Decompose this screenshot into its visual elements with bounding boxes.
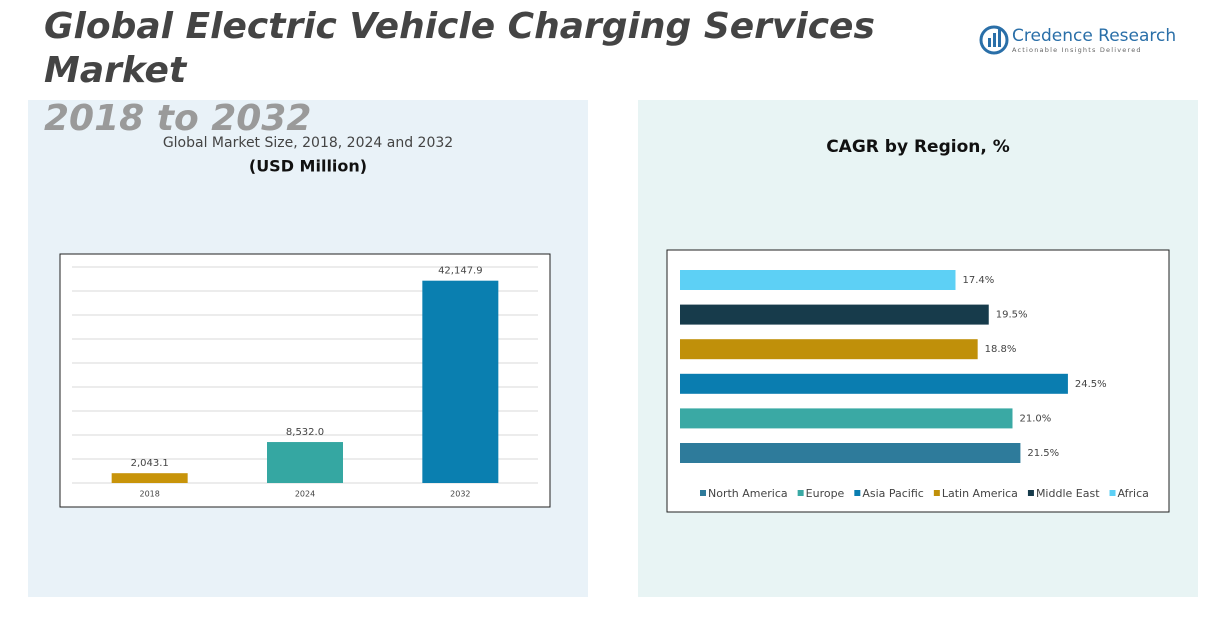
value-label: 19.5%: [996, 310, 1028, 321]
bar: [680, 304, 989, 325]
legend-swatch: [854, 490, 861, 496]
value-label: 17.4%: [963, 275, 995, 286]
logo-tagline: Actionable Insights Delivered: [1012, 46, 1142, 54]
chart-title: CAGR by Region, %: [826, 137, 1010, 157]
chart-title: Global Market Size, 2018, 2024 and 2032: [163, 135, 453, 151]
value-label: 8,532.0: [286, 427, 324, 438]
chart-subtitle: (USD Million): [249, 157, 367, 176]
bar: [680, 443, 1021, 463]
logo-icon: [979, 25, 1009, 55]
legend-label: Latin America: [942, 487, 1018, 500]
legend-swatch: [700, 490, 706, 496]
value-label: 18.8%: [985, 344, 1017, 355]
x-tick-label: 2032: [450, 490, 470, 499]
logo-icon: [988, 38, 991, 47]
legend-label: Europe: [806, 487, 845, 500]
page-subtitle: 2018 to 2032: [44, 98, 311, 139]
logo-icon: [993, 33, 996, 47]
legend-label: Africa: [1118, 487, 1149, 500]
legend-swatch: [1027, 490, 1034, 496]
x-tick-label: 2024: [295, 490, 315, 499]
logo-icon: [998, 29, 1001, 47]
logo-name: Credence Research: [1012, 26, 1176, 46]
bar: [111, 473, 188, 483]
bar: [680, 408, 1013, 429]
bar: [422, 280, 499, 483]
legend-swatch: [797, 490, 804, 496]
value-label: 2,043.1: [131, 458, 169, 469]
legend-label: Asia Pacific: [862, 487, 924, 500]
x-tick-label: 2018: [139, 490, 159, 499]
logo: Credence Research Actionable Insights De…: [979, 25, 1176, 55]
legend-swatch: [1109, 490, 1116, 496]
bar: [680, 339, 978, 360]
bar: [680, 373, 1068, 394]
legend-label: North America: [708, 487, 788, 500]
value-label: 42,147.9: [438, 266, 483, 277]
legend-swatch: [933, 490, 940, 496]
bar: [680, 270, 956, 290]
page-title: Global Electric Vehicle Charging Service…: [44, 6, 875, 91]
value-label: 21.0%: [1020, 413, 1052, 424]
bar: [267, 442, 343, 483]
legend-label: Middle East: [1036, 487, 1100, 500]
value-label: 21.5%: [1027, 448, 1059, 459]
value-label: 24.5%: [1075, 379, 1107, 390]
